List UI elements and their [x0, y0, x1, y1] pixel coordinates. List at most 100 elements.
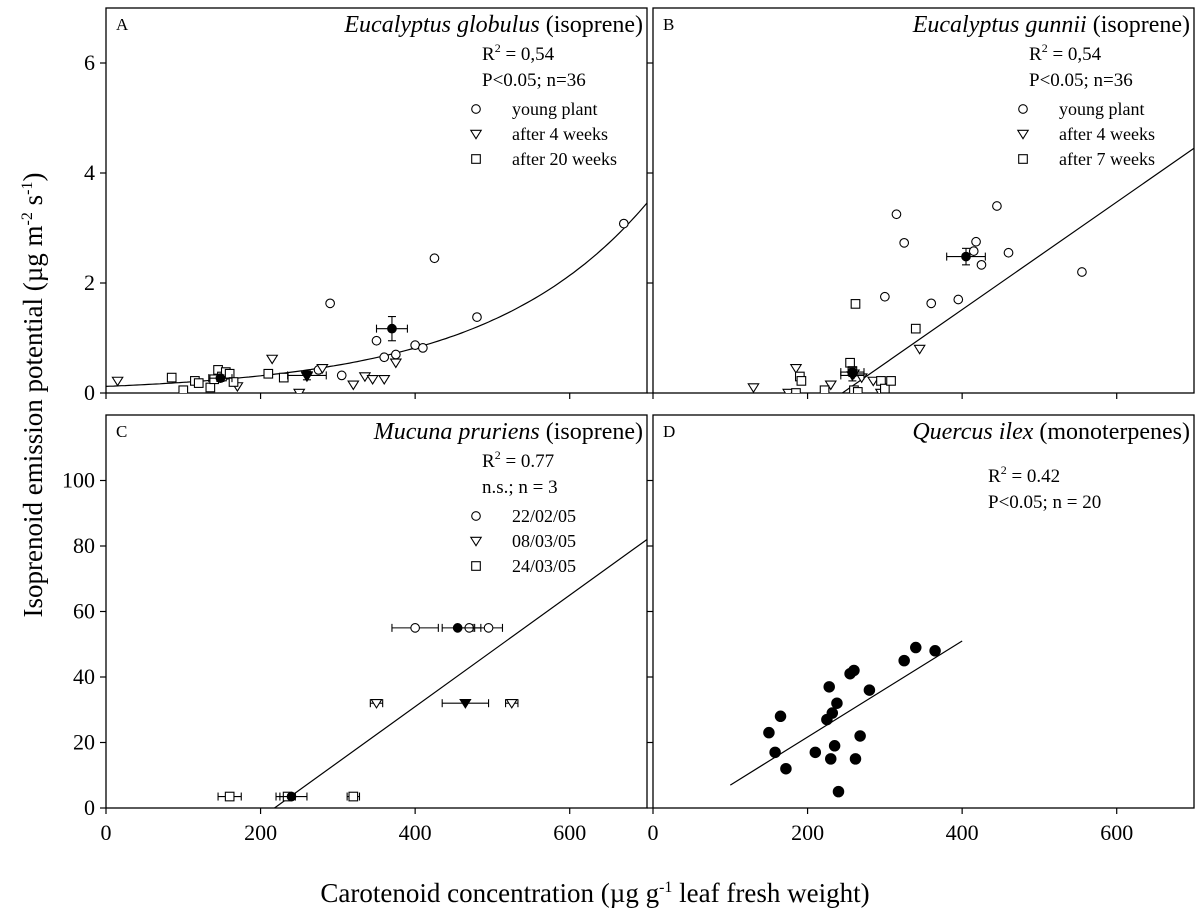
x-axis-label-end: leaf fresh weight): [672, 878, 869, 908]
data-point: [418, 343, 428, 353]
panel-d: 0 200 400 600 D Quercus ilex (monoterpenes) R2…: [647, 414, 1195, 845]
legend-marker: [471, 104, 481, 114]
data-point: [850, 299, 861, 309]
data-points: [747, 201, 1087, 393]
stat-line: R2 = 0.77: [482, 448, 554, 472]
data-point: [1077, 267, 1087, 277]
data-point: [848, 664, 860, 677]
data-point: [886, 376, 896, 386]
data-point: [852, 387, 863, 393]
stat-line: R2 = 0,54: [482, 41, 555, 65]
data-point: [831, 697, 843, 709]
data-point: [845, 357, 855, 368]
legend-label: after 4 weeks: [1059, 124, 1155, 144]
data-point: [379, 352, 390, 363]
data-point: [763, 726, 775, 739]
data-point: [366, 375, 379, 385]
mean-point: [215, 373, 226, 384]
data-point: [910, 641, 922, 654]
mean-point: [961, 251, 971, 262]
y-tick-label: 40: [73, 664, 95, 689]
legend-label: after 20 weeks: [512, 149, 617, 169]
y-axis-label-end: ): [18, 173, 48, 182]
panel-title-suffix: (isoprene): [1087, 12, 1190, 38]
data-point: [774, 710, 787, 723]
data-point: [370, 699, 383, 709]
fit-line-group: [274, 538, 647, 808]
data-point: [913, 344, 926, 355]
data-point: [336, 370, 347, 381]
data-point: [791, 388, 801, 393]
data-point: [389, 358, 403, 369]
panel-b: B Eucalyptus gunnii (isoprene) R2 = 0,54 P<…: [647, 7, 1195, 399]
stat-line: P<0.05; n = 20: [988, 492, 1101, 513]
x-tick-label: 0: [101, 820, 112, 845]
panel-title: Quercus ilex (monoterpenes): [912, 419, 1190, 445]
data-point: [826, 707, 839, 719]
stat-line: P<0.05; n=36: [1029, 70, 1133, 91]
data-point: [971, 236, 981, 247]
panel-c: 0 20 40 60 80 100 0 200 400 600 C Mucuna pruriens (…: [62, 414, 648, 845]
panel-a: 0 2 4 6 A Eucalyptus globulus (isoprene) R2 = …: [84, 7, 648, 405]
legend-label: young plant: [1059, 99, 1145, 119]
x-tick-label: 400: [399, 820, 432, 845]
data-point: [898, 654, 910, 667]
data-point: [863, 684, 876, 696]
data-point: [819, 385, 830, 393]
data-point: [832, 785, 845, 798]
data-point: [410, 623, 420, 633]
y-axis-label: Isoprenoid emission potential (µg m-2 s-…: [18, 173, 48, 618]
panels: 0 2 4 6 A Eucalyptus globulus (isoprene) R2 = …: [62, 7, 1195, 845]
data-point: [828, 740, 841, 752]
data-point: [929, 645, 941, 657]
plot-frame: [652, 7, 1195, 394]
data-point: [926, 298, 937, 309]
data-point: [782, 388, 795, 393]
data-point: [747, 383, 760, 393]
data-point: [278, 372, 289, 383]
y-tick-label: 6: [84, 50, 95, 75]
mean-point: [459, 699, 472, 709]
y-tick-label: 4: [84, 160, 95, 185]
data-points: [111, 218, 629, 393]
data-point: [429, 253, 440, 264]
stat-line: P<0.05; n=36: [482, 70, 586, 91]
stat-line: n.s.; n = 3: [482, 477, 558, 498]
plot-frame: [652, 414, 1195, 809]
data-points: [763, 641, 941, 798]
x-axis-label-main: Carotenoid concentration (µg g: [320, 878, 659, 908]
y-axis-label-mid: s: [18, 195, 48, 212]
data-point: [809, 746, 822, 759]
data-point: [224, 368, 235, 379]
data-point: [968, 246, 979, 256]
data-point: [899, 238, 910, 248]
plot-frame: [105, 7, 648, 394]
y-axis-label-sup2: -1: [19, 182, 36, 195]
data-point: [769, 746, 781, 759]
mean-point: [847, 367, 858, 377]
data-points: [217, 623, 519, 802]
data-point: [347, 380, 360, 391]
data-point: [325, 298, 335, 309]
data-point: [854, 730, 866, 742]
data-point: [1003, 247, 1014, 258]
legend-marker: [471, 561, 481, 571]
fit-line-group: [106, 202, 647, 387]
y-tick-label: 80: [73, 533, 95, 558]
x-tick-label: 0: [648, 820, 659, 845]
data-point: [111, 376, 124, 387]
legend-marker: [469, 536, 483, 547]
data-point: [780, 762, 792, 775]
legend-label: 22/02/05: [512, 506, 576, 526]
data-point: [265, 354, 279, 365]
legend-marker: [1018, 154, 1028, 164]
panel-title-suffix: (isoprene): [540, 12, 643, 38]
panel-title: Eucalyptus gunnii (isoprene): [912, 12, 1190, 38]
y-axis-label-main: Isoprenoid emission potential (µg m: [18, 225, 48, 617]
panel-letter: C: [116, 422, 127, 441]
fit-line-group: [729, 640, 963, 786]
legend-marker: [1016, 129, 1030, 140]
legend-marker: [471, 154, 481, 164]
data-point: [378, 375, 391, 385]
